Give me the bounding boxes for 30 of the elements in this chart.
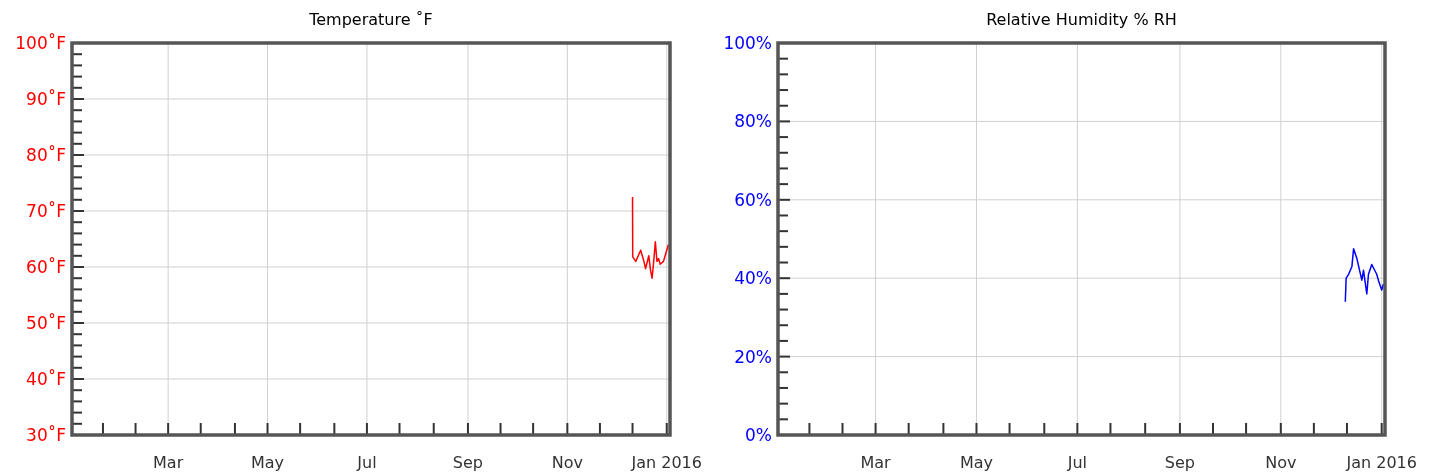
y-tick-label: 20% [734,346,772,367]
y-tick-label: 50˚F [26,313,66,333]
x-tick-label: Jul [356,453,377,472]
x-tick-label: Jan 2016 [1345,453,1417,472]
line-series [631,196,670,279]
y-tick-label: 70˚F [26,201,66,221]
line-series [1344,248,1385,303]
x-tick-label: Sep [452,453,484,472]
y-tick-label: 60˚F [26,257,66,277]
y-tick-label: 0% [745,425,772,445]
x-tick-label: Nov [551,453,583,472]
y-tick-label: 80˚F [26,145,66,165]
x-tick-label: Mar [153,453,184,472]
chart-title: Relative Humidity % RH [986,10,1177,29]
y-tick-label: 100˚F [15,33,66,53]
x-tick-label: Mar [860,453,892,472]
y-tick-label: 40˚F [26,369,66,389]
y-tick-label: 100% [723,33,772,53]
x-tick-label: Nov [1265,453,1297,472]
x-tick-label: May [959,453,994,472]
x-tick-label: Jul [1066,453,1088,472]
x-tick-label: Sep [1164,453,1195,472]
x-tick-label: May [250,453,285,472]
chart-title: Temperature ˚F [308,10,433,29]
y-tick-label: 60% [734,189,772,210]
y-tick-label: 40% [734,268,772,289]
y-tick-label: 80% [734,111,772,132]
y-tick-label: 30˚F [26,425,66,445]
y-tick-label: 90˚F [26,89,66,109]
x-tick-label: Jan 2016 [630,453,702,472]
